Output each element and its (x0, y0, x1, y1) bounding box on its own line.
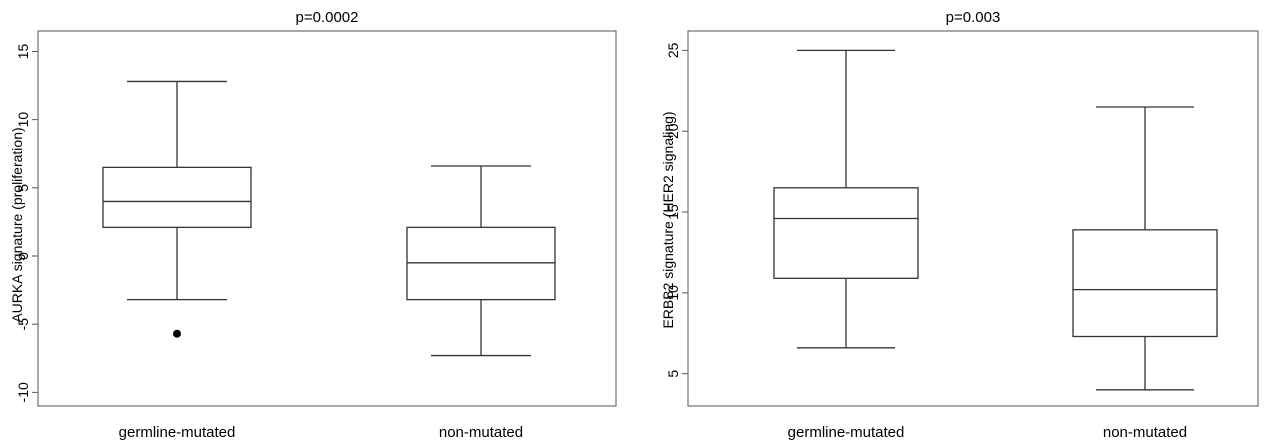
iqr-box (1072, 229, 1218, 338)
y-tick-label: 0 (15, 252, 31, 260)
category-label-non-mutated: non-mutated (439, 424, 523, 441)
category-label-non-mutated: non-mutated (1103, 424, 1187, 441)
y-tick-label: 10 (15, 112, 31, 128)
plot-frame (37, 30, 617, 407)
chart-title: p=0.003 (946, 9, 1001, 26)
iqr-box (406, 226, 556, 301)
iqr-box (773, 187, 919, 279)
y-tick-label: -10 (15, 382, 31, 402)
iqr-box (102, 166, 252, 229)
chart-title: p=0.0002 (296, 9, 359, 26)
category-label-germline-mutated: germline-mutated (788, 424, 905, 441)
y-tick-label: 15 (15, 43, 31, 59)
category-label-germline-mutated: germline-mutated (119, 424, 236, 441)
y-tick-label: 5 (15, 184, 31, 192)
plot-frame (687, 30, 1259, 407)
y-axis-label: ERBB2 signature (HER2 signaling) (660, 111, 676, 328)
y-tick-label: 20 (665, 123, 681, 139)
outlier-point (173, 329, 181, 338)
box-non-mutated (1072, 106, 1218, 391)
box-germline-mutated (773, 49, 919, 349)
box-non-mutated (406, 165, 556, 357)
y-axis-label: AURKA signature (proliferation) (9, 127, 25, 322)
chart-panel-erbb2: p=0.003 ERBB2 signature (HER2 signaling)… (660, 9, 1259, 441)
y-tick-label: 5 (665, 370, 681, 378)
y-tick-label: 25 (665, 42, 681, 58)
chart-panel-aurka: p=0.0002 AURKA signature (proliferation)… (9, 9, 617, 441)
box-germline-mutated (102, 80, 252, 338)
y-tick-label: 15 (665, 204, 681, 220)
y-tick-label: -5 (15, 318, 31, 331)
y-tick-label: 10 (665, 285, 681, 301)
